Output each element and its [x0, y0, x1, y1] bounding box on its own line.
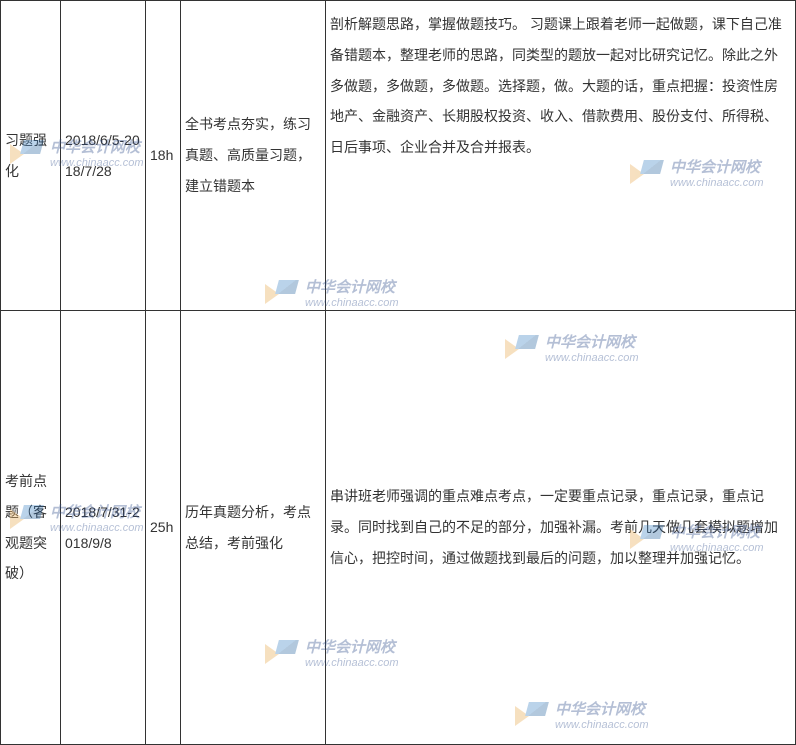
cell-phase: 习题强化: [1, 1, 61, 311]
cell-dates: 2018/6/5-2018/7/28: [61, 1, 146, 311]
cell-hours: 25h: [146, 311, 181, 745]
study-plan-table: 习题强化 2018/6/5-2018/7/28 18h 全书考点夯实，练习真题、…: [0, 0, 796, 745]
table-row: 习题强化 2018/6/5-2018/7/28 18h 全书考点夯实，练习真题、…: [1, 1, 796, 311]
cell-phase: 考前点题（客观题突破）: [1, 311, 61, 745]
cell-notes: 剖析解题思路，掌握做题技巧。 习题课上跟着老师一起做题，课下自己准备错题本，整理…: [326, 1, 796, 311]
cell-dates: 2018/7/31-2018/9/8: [61, 311, 146, 745]
cell-focus: 全书考点夯实，练习真题、高质量习题，建立错题本: [181, 1, 326, 311]
cell-hours: 18h: [146, 1, 181, 311]
cell-notes: 串讲班老师强调的重点难点考点，一定要重点记录，重点记录，重点记录。同时找到自己的…: [326, 311, 796, 745]
cell-focus: 历年真题分析，考点总结，考前强化: [181, 311, 326, 745]
table-row: 考前点题（客观题突破） 2018/7/31-2018/9/8 25h 历年真题分…: [1, 311, 796, 745]
